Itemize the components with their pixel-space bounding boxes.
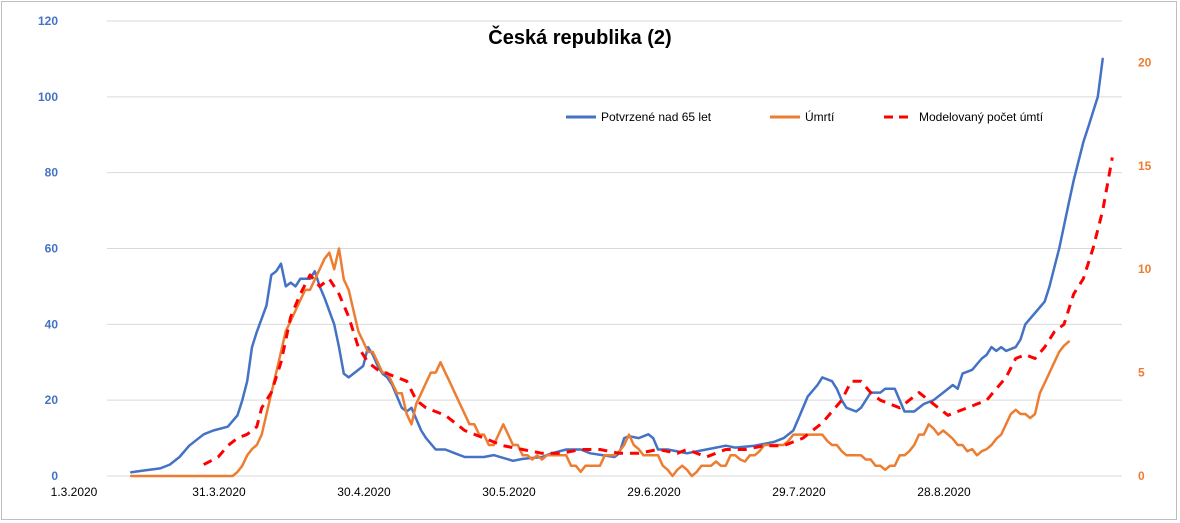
x-axis-ticks: 1.3.2020 31.3.2020 30.4.2020 30.5.2020 29.6.… bbox=[51, 485, 971, 499]
x-tick-label: 30.5.2020 bbox=[482, 485, 536, 499]
legend-label-1: Úmrtí bbox=[805, 109, 835, 124]
left-tick-label: 80 bbox=[45, 166, 59, 180]
left-tick-label: 40 bbox=[45, 317, 59, 331]
legend-label-2: Modelovaný počet úmtí bbox=[919, 110, 1044, 124]
left-tick-label: 20 bbox=[45, 393, 59, 407]
series-line-1 bbox=[129, 247, 1071, 478]
left-axis-ticks: 0 20 40 60 80 100 120 bbox=[38, 14, 58, 483]
legend: Potvrzené nad 65 let Úmrtí Modelovaný poče… bbox=[566, 109, 1044, 124]
x-tick-label: 29.6.2020 bbox=[627, 485, 681, 499]
right-tick-label: 10 bbox=[1138, 262, 1152, 276]
x-tick-label: 30.4.2020 bbox=[337, 485, 391, 499]
left-tick-label: 0 bbox=[51, 469, 58, 483]
right-tick-label: 5 bbox=[1138, 366, 1145, 380]
right-tick-label: 20 bbox=[1138, 55, 1152, 69]
x-tick-label: 29.7.2020 bbox=[772, 485, 826, 499]
right-tick-label: 0 bbox=[1138, 469, 1145, 483]
left-tick-label: 100 bbox=[38, 90, 58, 104]
x-tick-label: 28.8.2020 bbox=[917, 485, 971, 499]
x-tick-label: 1.3.2020 bbox=[51, 485, 98, 499]
series-line-2 bbox=[203, 157, 1114, 466]
left-tick-label: 120 bbox=[38, 14, 58, 28]
right-tick-label: 15 bbox=[1138, 159, 1152, 173]
chart-title: Česká republika (2) bbox=[488, 25, 671, 49]
series-group bbox=[129, 57, 1114, 478]
x-tick-label: 31.3.2020 bbox=[192, 485, 246, 499]
gridlines bbox=[107, 20, 1122, 477]
right-axis-ticks: 0 5 10 15 20 bbox=[1138, 55, 1152, 483]
legend-label-0: Potvrzené nad 65 let bbox=[601, 110, 712, 124]
left-tick-label: 60 bbox=[45, 242, 59, 256]
series-line-0 bbox=[129, 57, 1104, 474]
